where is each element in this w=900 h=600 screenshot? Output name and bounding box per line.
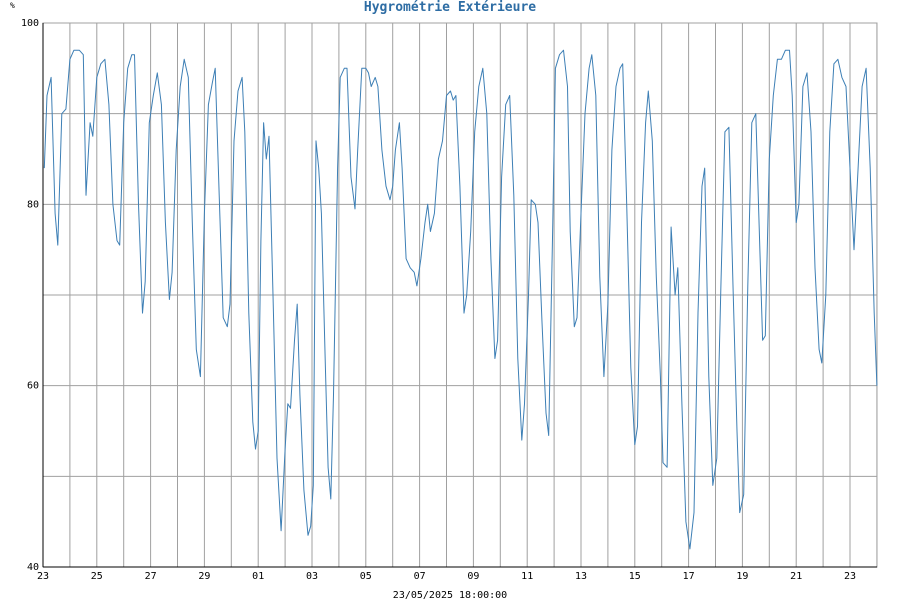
humidity-series-line [43,49,878,550]
x-tick-label: 19 [736,571,748,582]
x-tick-label: 29 [198,571,210,582]
y-tick-label: 80 [27,199,39,210]
x-tick-label: 13 [575,571,587,582]
x-tick-label: 21 [790,571,802,582]
y-tick-label: 40 [27,562,39,573]
x-tick-label: 09 [467,571,479,582]
x-tick-label: 15 [629,571,641,582]
x-tick-label: 25 [91,571,103,582]
chart-title: Hygrométrie Extérieure [364,0,536,15]
x-tick-label: 03 [306,571,318,582]
x-tick-label: 17 [683,571,695,582]
series-layer [43,49,878,550]
x-tick-label: 05 [360,571,372,582]
x-tick-label: 01 [252,571,264,582]
y-tick-label: 60 [27,381,39,392]
y-axis-unit: % [10,1,15,10]
x-tick-label: 07 [414,571,426,582]
timestamp-footer: 23/05/2025 18:00:00 [393,590,507,600]
x-tick-label: 23 [37,571,49,582]
x-tick-label: 23 [844,571,856,582]
x-tick-label: 27 [145,571,157,582]
y-tick-label: 100 [21,18,39,29]
x-tick-label: 11 [521,571,533,582]
grid [42,22,878,568]
